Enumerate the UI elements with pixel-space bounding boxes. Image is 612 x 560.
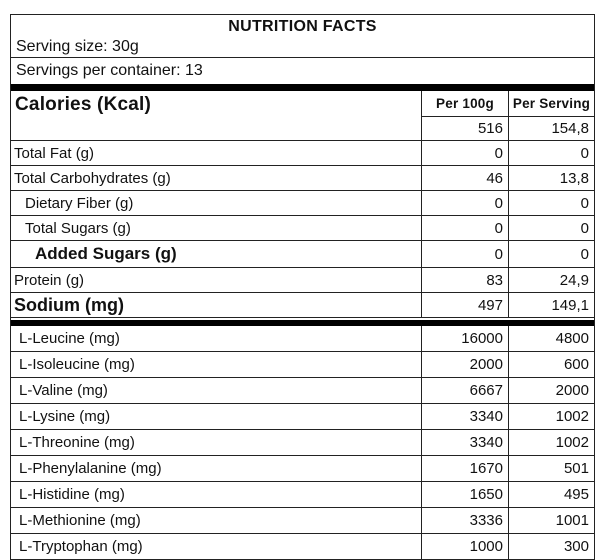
per-serving-value: 0 (508, 216, 594, 240)
per-100g-value: 2000 (421, 352, 508, 377)
nutrient-row-total-sugars: Total Sugars (g) 0 0 (11, 215, 594, 240)
per-100g-value: 0 (421, 216, 508, 240)
per-serving-value: 24,9 (508, 268, 594, 292)
per-serving-value: 0 (508, 191, 594, 215)
nutrition-facts-label: NUTRITION FACTS Serving size: 30g Servin… (10, 14, 595, 560)
label-header-section: NUTRITION FACTS Serving size: 30g (11, 15, 594, 58)
per-serving-value: 149,1 (508, 293, 594, 317)
per-100g-value: 46 (421, 166, 508, 190)
col-header-per-100g: Per 100g (421, 91, 508, 117)
per-serving-value: 13,8 (508, 166, 594, 190)
nutrient-label: Total Fat (g) (14, 144, 95, 162)
per-100g-value: 3336 (421, 508, 508, 533)
nutrient-label: Added Sugars (g) (35, 244, 177, 263)
nutrient-label: Total Carbohydrates (g) (14, 169, 171, 187)
per-100g-value: 3340 (421, 430, 508, 455)
per-100g-value: 83 (421, 268, 508, 292)
per-100g-value: 1670 (421, 456, 508, 481)
per-100g-value: 497 (421, 293, 508, 317)
per-100g-value: 16000 (421, 326, 508, 351)
label-title: NUTRITION FACTS (228, 18, 377, 35)
nutrient-row-total-fat: Total Fat (g) 0 0 (11, 140, 594, 165)
amino-acid-row-valine: L-Valine (mg) 6667 2000 (11, 377, 594, 403)
per-serving-value: 0 (508, 141, 594, 165)
per-serving-value: 2000 (508, 378, 594, 403)
serving-size-text: Serving size: 30g (16, 38, 139, 55)
amino-acid-row-phenylalanine: L-Phenylalanine (mg) 1670 501 (11, 455, 594, 481)
servings-per-container-text: Servings per container: 13 (16, 62, 203, 79)
amino-acid-label: L-Histidine (mg) (19, 486, 125, 503)
divider-bar-top (11, 84, 594, 91)
amino-acid-row-isoleucine: L-Isoleucine (mg) 2000 600 (11, 351, 594, 377)
nutrient-row-added-sugars: Added Sugars (g) 0 0 (11, 240, 594, 267)
per-serving-value: 495 (508, 482, 594, 507)
nutrient-label: Protein (g) (14, 271, 85, 289)
calories-per-serving-value: 154,8 (508, 117, 594, 140)
amino-acid-row-methionine: L-Methionine (mg) 3336 1001 (11, 507, 594, 533)
calories-per-100g-value: 516 (421, 117, 508, 140)
per-serving-value: 300 (508, 534, 594, 559)
calories-header-cell: Calories (Kcal) (15, 94, 152, 115)
nutrient-label: Dietary Fiber (g) (25, 194, 134, 212)
per-serving-value: 1002 (508, 404, 594, 429)
per-100g-value: 1650 (421, 482, 508, 507)
servings-per-container-row: Servings per container: 13 (11, 58, 594, 84)
calories-header-block: Calories (Kcal) Per 100g Per Serving 516… (11, 91, 594, 140)
per-serving-value: 0 (508, 241, 594, 267)
nutrient-row-sodium: Sodium (mg) 497 149,1 (11, 292, 594, 318)
per-serving-value: 501 (508, 456, 594, 481)
per-100g-value: 1000 (421, 534, 508, 559)
per-100g-value: 0 (421, 191, 508, 215)
amino-acid-row-threonine: L-Threonine (mg) 3340 1002 (11, 429, 594, 455)
per-serving-value: 1001 (508, 508, 594, 533)
per-100g-value: 0 (421, 241, 508, 267)
nutrient-row-dietary-fiber: Dietary Fiber (g) 0 0 (11, 190, 594, 215)
per-serving-value: 1002 (508, 430, 594, 455)
amino-acid-row-tryptophan: L-Tryptophan (mg) 1000 300 (11, 533, 594, 559)
amino-acid-label: L-Phenylalanine (mg) (19, 460, 162, 477)
amino-acid-label: L-Valine (mg) (19, 382, 108, 399)
per-100g-value: 3340 (421, 404, 508, 429)
amino-acid-label: L-Threonine (mg) (19, 434, 135, 451)
amino-acid-row-leucine: L-Leucine (mg) 16000 4800 (11, 326, 594, 351)
col-header-per-serving: Per Serving (508, 91, 594, 117)
divider-bar-middle (11, 320, 594, 326)
per-serving-value: 4800 (508, 326, 594, 351)
nutrient-label: Sodium (mg) (14, 294, 124, 315)
per-100g-value: 0 (421, 141, 508, 165)
amino-acid-label: L-Leucine (mg) (19, 330, 120, 347)
amino-acid-row-histidine: L-Histidine (mg) 1650 495 (11, 481, 594, 507)
nutrient-label: Total Sugars (g) (25, 219, 131, 237)
nutrient-row-total-carbohydrates: Total Carbohydrates (g) 46 13,8 (11, 165, 594, 190)
nutrient-row-protein: Protein (g) 83 24,9 (11, 267, 594, 292)
amino-acid-row-lysine: L-Lysine (mg) 3340 1002 (11, 403, 594, 429)
amino-acid-label: L-Isoleucine (mg) (19, 356, 135, 373)
per-100g-value: 6667 (421, 378, 508, 403)
amino-acid-label: L-Methionine (mg) (19, 512, 141, 529)
amino-acid-label: L-Lysine (mg) (19, 408, 111, 425)
per-serving-value: 600 (508, 352, 594, 377)
amino-acid-label: L-Tryptophan (mg) (19, 538, 143, 555)
